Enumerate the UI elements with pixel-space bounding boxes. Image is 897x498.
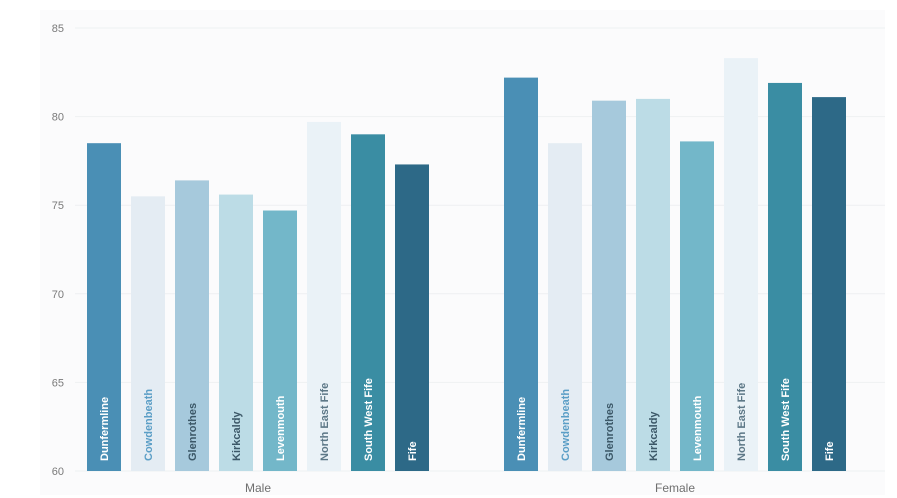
bar-female-dunfermline — [504, 77, 538, 471]
bar-label-female-levenmouth: Levenmouth — [692, 395, 704, 461]
bar-label-male-cowdenbeath: Cowdenbeath — [143, 389, 155, 461]
bar-label-male-kirkcaldy: Kirkcaldy — [231, 411, 243, 461]
bar-male-north-east-fife — [307, 121, 341, 471]
bar-label-female-glenrothes: Glenrothes — [604, 403, 616, 461]
bar-label-female-fife: Fife — [824, 441, 836, 461]
group-label-female: Female — [655, 481, 695, 495]
y-tick-label-70: 70 — [52, 289, 64, 301]
bar-female-north-east-fife — [724, 58, 758, 472]
bar-female-south-west-fife — [768, 82, 802, 471]
bar-label-female-dunfermline: Dunfermline — [516, 397, 528, 461]
bar-label-female-south-west-fife: South West Fife — [780, 378, 792, 461]
bar-labels: Dunfermline Cowdenbeath Glenrothes Kirkcald… — [99, 378, 836, 461]
bar-label-male-south-west-fife: South West Fife — [363, 378, 375, 461]
bar-male-south-west-fife — [351, 134, 385, 471]
bar-male-cowdenbeath — [131, 196, 165, 471]
bar-male-glenrothes — [175, 180, 209, 471]
bar-male-kirkcaldy — [219, 194, 253, 471]
bar-label-female-north-east-fife: North East Fife — [736, 383, 748, 461]
plot-background — [40, 10, 885, 495]
y-tick-label-85: 85 — [52, 23, 64, 35]
bar-female-kirkcaldy — [636, 98, 670, 471]
y-tick-label-80: 80 — [52, 112, 64, 124]
bars — [87, 58, 846, 472]
bar-label-female-kirkcaldy: Kirkcaldy — [648, 411, 660, 461]
y-tick-label-60: 60 — [52, 466, 64, 478]
bar-female-glenrothes — [592, 100, 626, 471]
bar-label-male-fife: Fife — [407, 441, 419, 461]
bar-female-fife — [812, 97, 846, 471]
group-label-male: Male — [245, 481, 271, 495]
bar-female-cowdenbeath — [548, 143, 582, 471]
bar-label-male-dunfermline: Dunfermline — [99, 397, 111, 461]
y-tick-label-75: 75 — [52, 200, 64, 212]
bar-female-levenmouth — [680, 141, 714, 471]
bar-label-male-north-east-fife: North East Fife — [319, 383, 331, 461]
bar-male-dunfermline — [87, 143, 121, 471]
bar-label-male-levenmouth: Levenmouth — [275, 395, 287, 461]
bar-label-male-glenrothes: Glenrothes — [187, 403, 199, 461]
y-tick-label-65: 65 — [52, 377, 64, 389]
group-labels: Male Female — [245, 481, 695, 495]
bar-male-levenmouth — [263, 210, 297, 472]
y-axis-tick-labels: 60 65 70 75 80 85 — [52, 23, 64, 478]
bar-label-female-cowdenbeath: Cowdenbeath — [560, 389, 572, 461]
bar-male-fife — [395, 164, 429, 471]
